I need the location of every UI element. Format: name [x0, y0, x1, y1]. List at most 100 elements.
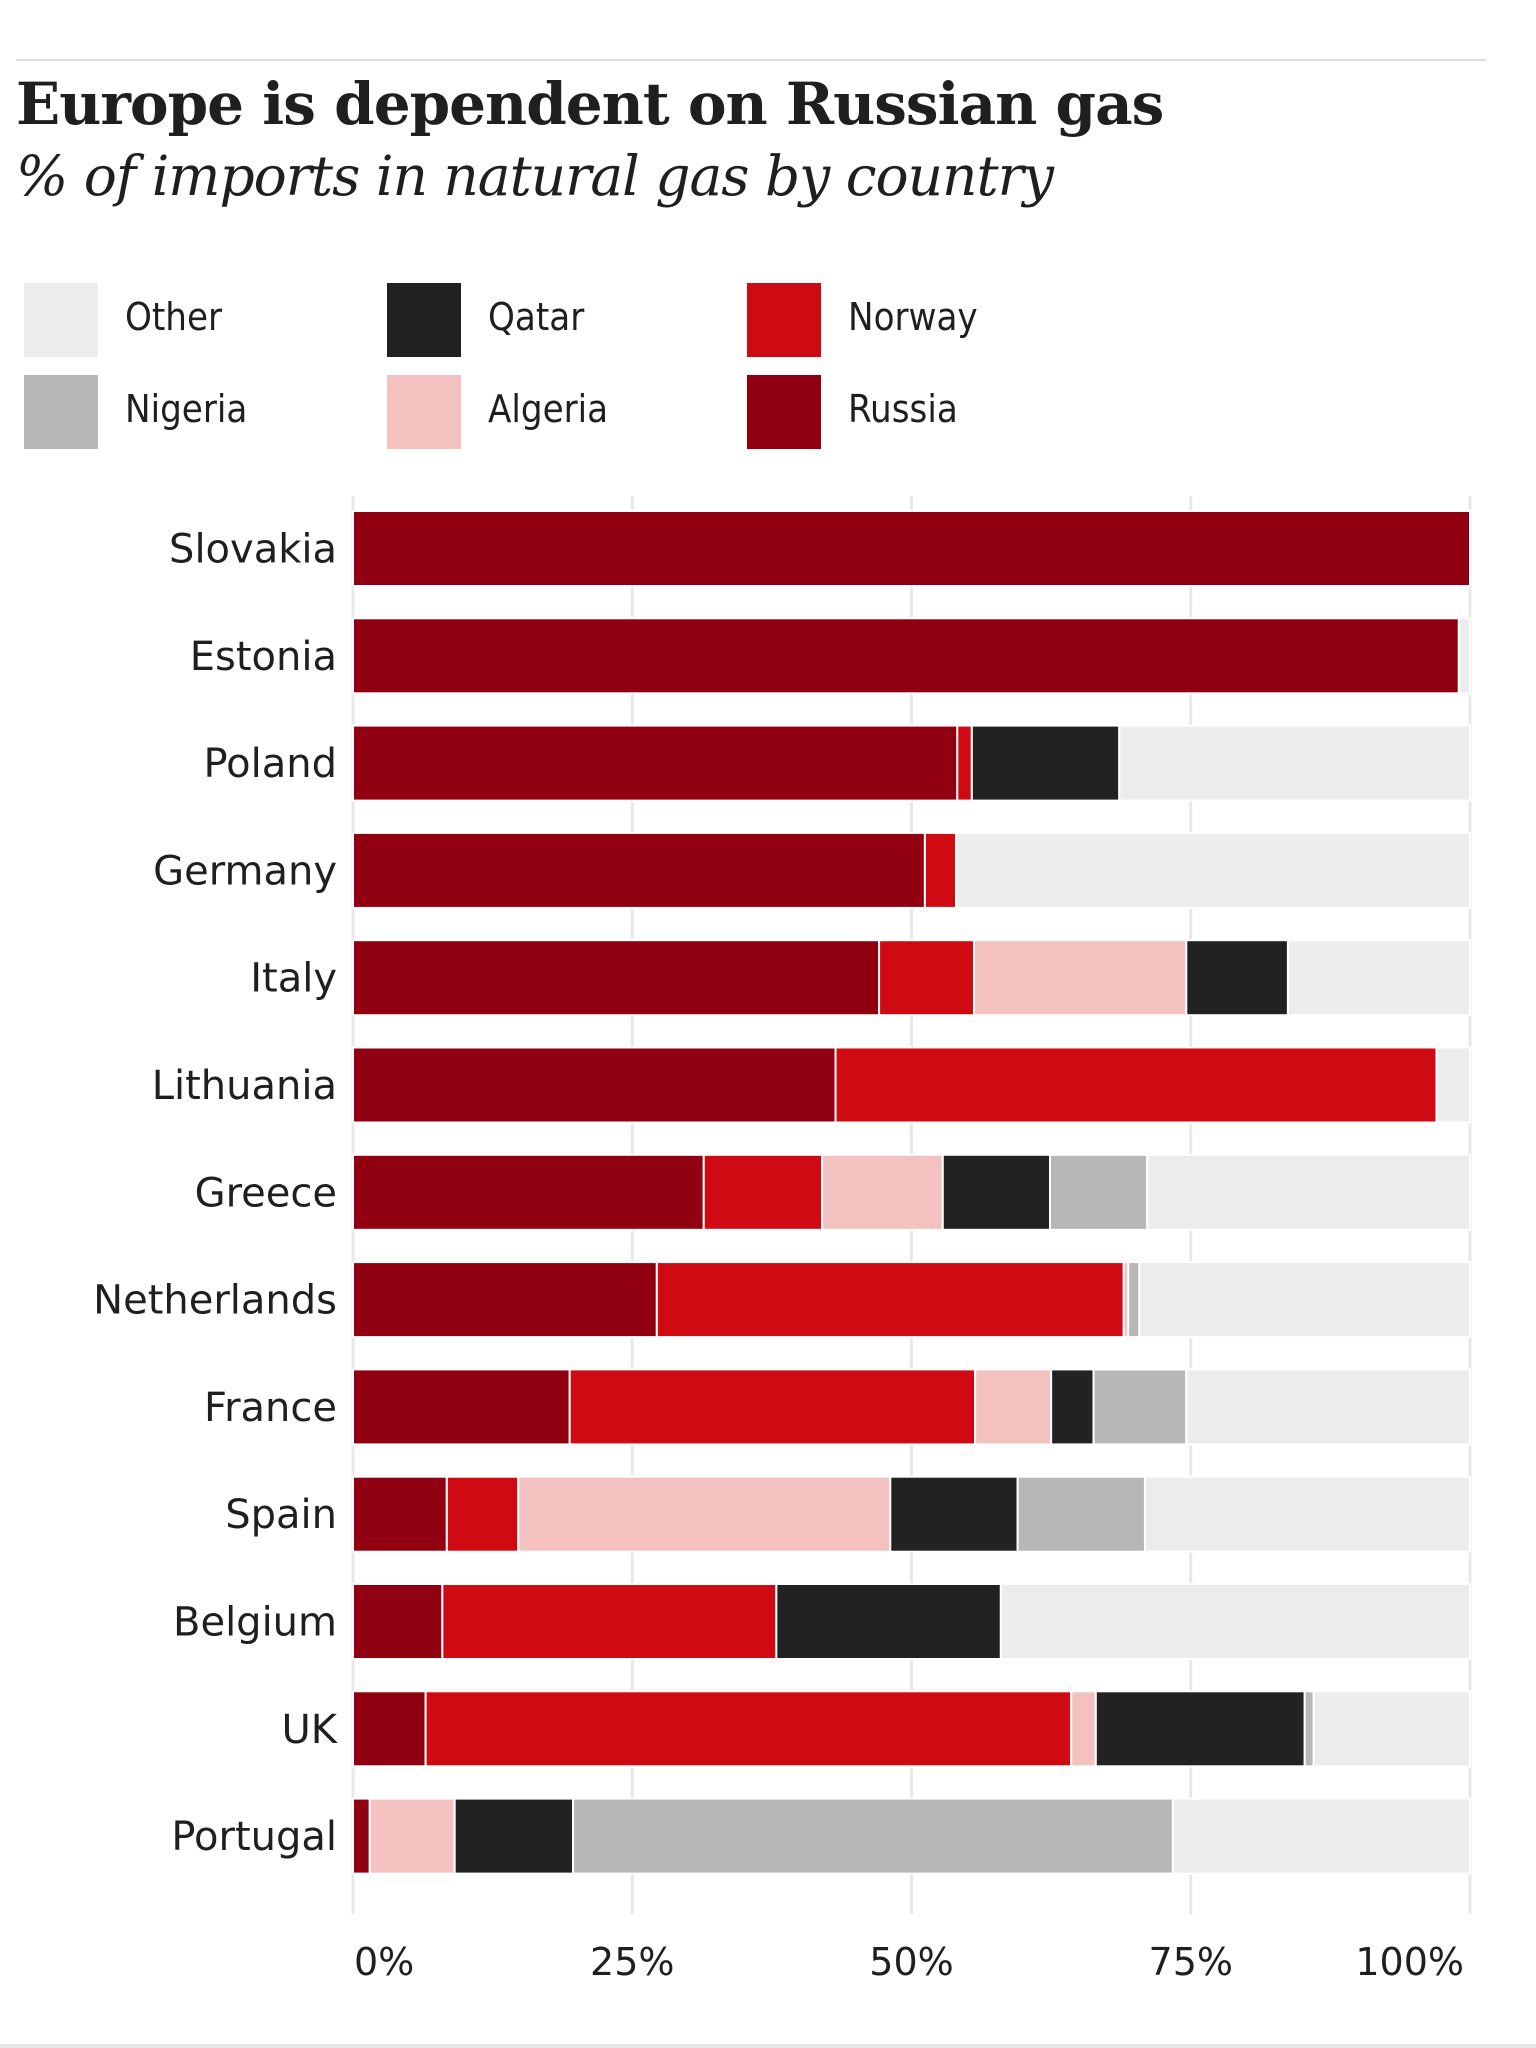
legend-swatch-norway [747, 283, 821, 357]
category-label-spain: Spain [225, 1492, 337, 1538]
legend-swatch-nigeria [24, 375, 98, 449]
bar-greece-qatar [941, 1153, 1052, 1231]
bar-portugal-algeria [368, 1797, 456, 1875]
bar-uk-algeria [1070, 1690, 1097, 1768]
bar-france-nigeria [1092, 1368, 1188, 1446]
bar-poland-russia [352, 724, 959, 802]
legend-swatch-other [24, 283, 98, 357]
x-tick-labels: 0% 25% 50% 75% 100% [354, 1940, 1464, 1984]
bar-netherlands-nigeria [1127, 1261, 1141, 1339]
category-label-netherlands: Netherlands [93, 1278, 337, 1324]
x-tick-label-25: 25% [590, 1940, 674, 1984]
category-label-italy: Italy [250, 956, 337, 1002]
bar-spain-russia [352, 1475, 448, 1553]
bar-italy-russia [352, 939, 881, 1017]
category-label-france: France [204, 1385, 337, 1431]
legend-label-other: Other [125, 295, 223, 339]
bar-row-germany [352, 831, 1471, 909]
stacked-bar-chart: Slovakia Estonia Poland Germany Italy Lithuan… [93, 496, 1472, 1984]
bar-belgium-other [999, 1583, 1471, 1660]
bar-spain-other [1143, 1475, 1471, 1553]
bar-row-lithuania [352, 1046, 1471, 1124]
top-divider [16, 59, 1486, 61]
legend-label-norway: Norway [848, 295, 978, 339]
chart-subtitle: % of imports in natural gas by country [16, 144, 1054, 208]
bar-italy-norway [878, 939, 976, 1017]
legend-label-qatar: Qatar [488, 295, 585, 339]
bar-italy-other [1286, 939, 1471, 1017]
bar-slovakia-russia [352, 510, 1471, 587]
bar-germany-other [955, 831, 1471, 909]
bar-italy-qatar [1185, 939, 1289, 1017]
bar-spain-algeria [517, 1475, 892, 1553]
category-label-lithuania: Lithuania [152, 1063, 337, 1109]
category-label-germany: Germany [153, 848, 337, 894]
bar-france-russia [352, 1368, 571, 1446]
x-tick-label-0: 0% [354, 1940, 414, 1984]
bar-netherlands-other [1138, 1261, 1472, 1339]
bar-netherlands-russia [352, 1261, 658, 1339]
bar-france-other [1185, 1368, 1471, 1446]
bar-spain-norway [445, 1475, 520, 1553]
bar-uk-russia [352, 1690, 427, 1768]
bar-uk-qatar [1094, 1690, 1306, 1768]
bar-row-estonia [352, 617, 1471, 695]
bar-row-belgium [352, 1583, 1471, 1660]
x-tick-label-50: 50% [869, 1940, 953, 1984]
category-label-estonia: Estonia [190, 634, 337, 680]
legend-label-algeria: Algeria [488, 387, 609, 431]
category-label-portugal: Portugal [171, 1814, 337, 1860]
bar-estonia-other [1457, 617, 1471, 695]
bar-row-uk [352, 1690, 1471, 1768]
category-label-belgium: Belgium [173, 1600, 337, 1646]
bar-greece-norway [702, 1153, 824, 1231]
bar-portugal-qatar [453, 1797, 575, 1875]
bar-germany-norway [923, 831, 958, 909]
bar-belgium-qatar [775, 1583, 1002, 1660]
x-tick-label-100: 100% [1355, 1940, 1464, 1984]
bar-poland-other [1118, 724, 1471, 802]
bar-france-algeria [974, 1368, 1053, 1446]
bar-row-italy [352, 939, 1471, 1017]
bar-italy-algeria [973, 939, 1188, 1017]
bar-row-spain [352, 1475, 1471, 1553]
bars [352, 510, 1472, 1875]
bar-france-qatar [1050, 1368, 1095, 1446]
bar-poland-norway [956, 724, 973, 802]
bar-row-poland [352, 724, 1471, 802]
bar-greece-other [1146, 1153, 1471, 1231]
bar-netherlands-norway [655, 1261, 1125, 1339]
bar-lithuania-russia [352, 1046, 837, 1124]
chart-title: Europe is dependent on Russian gas [16, 70, 1164, 138]
bar-uk-other [1312, 1690, 1471, 1768]
legend-label-russia: Russia [848, 387, 958, 431]
bar-belgium-russia [352, 1583, 444, 1660]
bar-greece-russia [352, 1153, 705, 1231]
bar-germany-russia [352, 831, 926, 909]
bar-lithuania-norway [834, 1046, 1438, 1124]
category-label-greece: Greece [195, 1170, 337, 1216]
bar-spain-nigeria [1016, 1475, 1146, 1553]
bar-row-portugal [352, 1797, 1472, 1875]
bar-france-norway [568, 1368, 977, 1446]
legend-swatch-russia [747, 375, 821, 449]
category-label-uk: UK [281, 1707, 338, 1753]
bar-row-slovakia [352, 510, 1471, 587]
bar-greece-algeria [821, 1153, 944, 1231]
bar-row-greece [352, 1153, 1471, 1231]
category-labels: Slovakia Estonia Poland Germany Italy Lithuan… [93, 527, 339, 1861]
legend-label-nigeria: Nigeria [125, 387, 248, 431]
bottom-divider [0, 2044, 1536, 2048]
bar-belgium-norway [441, 1583, 778, 1660]
bar-uk-norway [424, 1690, 1073, 1768]
x-tick-label-75: 75% [1149, 1940, 1233, 1984]
bar-row-netherlands [352, 1261, 1472, 1339]
bar-poland-qatar [970, 724, 1121, 802]
bar-greece-nigeria [1049, 1153, 1149, 1231]
bar-spain-qatar [889, 1475, 1019, 1553]
bar-row-france [352, 1368, 1471, 1446]
category-label-slovakia: Slovakia [169, 527, 337, 573]
bar-portugal-other [1171, 1797, 1472, 1875]
bar-portugal-russia [352, 1797, 371, 1875]
legend-swatch-qatar [387, 283, 461, 357]
